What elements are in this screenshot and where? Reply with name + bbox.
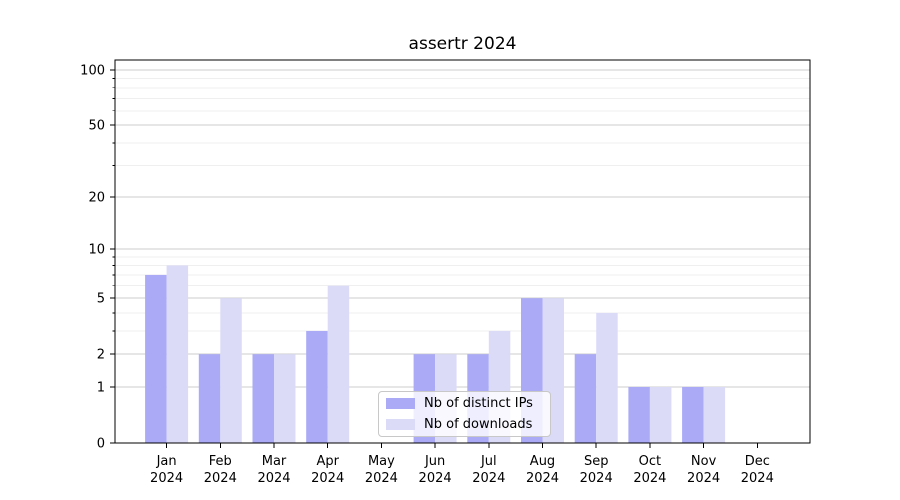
bar-apr-distinct-ips (306, 330, 328, 443)
legend: Nb of distinct IPs Nb of downloads (378, 391, 551, 437)
bar-jan-downloads (166, 265, 189, 443)
x-tick-label-year: 2024 (741, 471, 774, 486)
bar-sep-distinct-ips (574, 354, 597, 443)
x-tick-label-year: 2024 (365, 471, 398, 486)
x-tick-label-month: Aug (530, 454, 555, 469)
x-tick-label-year: 2024 (472, 471, 505, 486)
bar-oct-distinct-ips (628, 386, 650, 443)
x-tick-label-month: Oct (639, 454, 661, 469)
x-tick-label-month: Jun (424, 454, 445, 469)
bar-oct-downloads (649, 386, 672, 443)
x-tick-label-month: Nov (691, 454, 717, 469)
x-tick-label-year: 2024 (311, 471, 344, 486)
x-tick-label-month: Jan (156, 454, 177, 469)
axes-frame (114, 59, 811, 444)
legend-item-downloads: Nb of downloads (386, 418, 542, 431)
x-tick-label-month: May (368, 454, 395, 469)
x-tick-label-year: 2024 (419, 471, 452, 486)
chart-title: assertr 2024 (408, 34, 517, 54)
x-tick-label-year: 2024 (204, 471, 237, 486)
x-tick-label-month: Sep (584, 454, 609, 469)
bar-nov-distinct-ips (682, 386, 704, 443)
y-tick-label: 10 (88, 243, 105, 258)
x-tick-label-year: 2024 (580, 471, 613, 486)
y-tick-label: 20 (88, 190, 105, 205)
bar-mar-downloads (274, 354, 296, 443)
x-tick-label-year: 2024 (150, 471, 183, 486)
bar-mar-distinct-ips (252, 354, 274, 443)
x-tick-label-year: 2024 (257, 471, 290, 486)
y-tick-label: 50 (88, 119, 105, 134)
bar-jan-distinct-ips (145, 274, 167, 443)
bar-sep-downloads (596, 312, 618, 443)
y-tick-label: 0 (97, 437, 105, 452)
legend-item-distinct-ips: Nb of distinct IPs (386, 397, 542, 410)
legend-label-distinct-ips: Nb of distinct IPs (424, 396, 533, 411)
x-tick-label-month: Mar (262, 454, 287, 469)
bar-nov-downloads (703, 386, 726, 443)
x-tick-label-month: Apr (316, 454, 339, 469)
y-tick-label: 2 (97, 348, 105, 363)
bar-feb-distinct-ips (198, 354, 221, 443)
x-tick-label-month: Feb (209, 454, 232, 469)
bar-apr-downloads (327, 285, 350, 443)
bar-feb-downloads (220, 298, 242, 443)
y-tick-label: 100 (80, 64, 105, 79)
x-tick-label-year: 2024 (633, 471, 666, 486)
x-tick-label-month: Dec (745, 454, 770, 469)
y-tick-label: 5 (97, 292, 105, 307)
legend-swatch-distinct-ips (386, 398, 415, 409)
y-tick-label: 1 (97, 380, 105, 395)
x-tick-label-month: Jul (480, 454, 497, 469)
x-tick-label-year: 2024 (526, 471, 559, 486)
legend-swatch-downloads (386, 419, 415, 430)
legend-label-downloads: Nb of downloads (424, 417, 533, 432)
x-tick-label-year: 2024 (687, 471, 720, 486)
